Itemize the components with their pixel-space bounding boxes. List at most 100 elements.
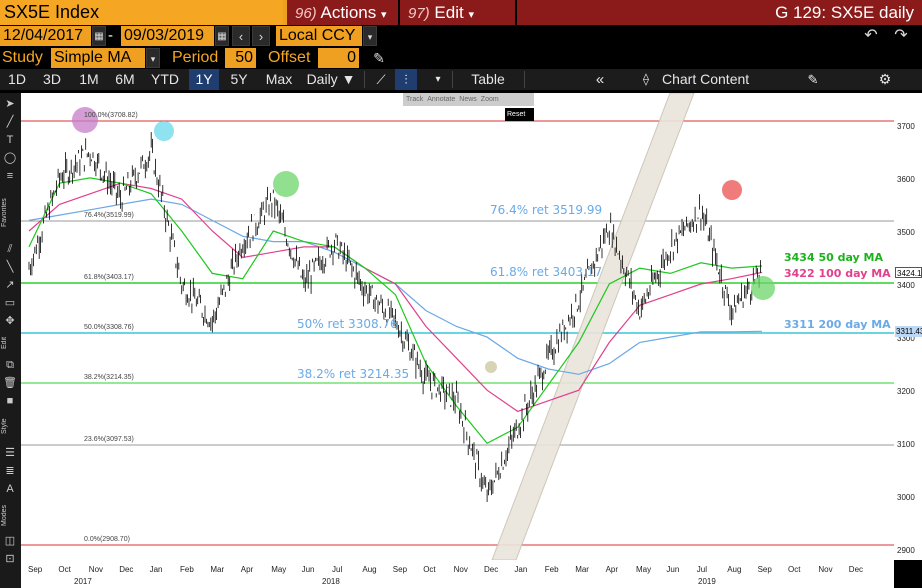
edit-chart-icon[interactable]: ✎ bbox=[807, 72, 819, 87]
text-tool-icon[interactable]: T bbox=[6, 134, 14, 146]
line-chart-icon[interactable]: ⟋ bbox=[376, 72, 386, 87]
zoom-button[interactable]: Zoom bbox=[480, 96, 499, 103]
end-date-field[interactable]: 09/03/2019 bbox=[121, 26, 214, 46]
offset-input[interactable]: 0 bbox=[318, 48, 359, 68]
channel-tool-icon[interactable]: ⫽ bbox=[7, 243, 13, 255]
redo-icon[interactable]: ↷ bbox=[894, 27, 908, 44]
period-tab-1d[interactable]: 1D bbox=[8, 71, 26, 87]
period-tab-6m[interactable]: 6M bbox=[115, 71, 135, 87]
actions-menu-button[interactable]: 96) Actions ▾ bbox=[287, 0, 398, 25]
track-button[interactable]: Track bbox=[406, 96, 424, 103]
chevron-down-icon[interactable]: ▾ bbox=[146, 48, 160, 68]
x-tick: Jul bbox=[696, 565, 708, 574]
ohlc-chart-icon[interactable]: ⫶ bbox=[395, 69, 417, 90]
security-field[interactable]: SX5E Index bbox=[0, 0, 283, 25]
fib-tool-icon[interactable]: ≡ bbox=[6, 170, 14, 182]
undo-icon[interactable]: ↶ bbox=[864, 27, 878, 44]
annotate-button[interactable]: Annotate bbox=[427, 96, 456, 103]
x-tick: Dec bbox=[484, 565, 499, 574]
news-button[interactable]: News bbox=[459, 96, 477, 103]
y-tick: 3100 bbox=[897, 440, 915, 449]
chevron-down-icon: ▾ bbox=[380, 9, 387, 21]
x-tick: Oct bbox=[788, 565, 801, 574]
pencil-icon[interactable]: ✎ bbox=[373, 50, 385, 66]
price-series bbox=[28, 132, 761, 502]
y-tick: 3700 bbox=[897, 122, 915, 131]
calendar-icon[interactable]: ▦ bbox=[92, 26, 106, 46]
line-style-icon[interactable]: ☰ bbox=[5, 447, 15, 459]
x-tick: Jun bbox=[666, 565, 680, 574]
x-tick: Aug bbox=[362, 565, 377, 574]
study-select[interactable]: Simple MA bbox=[51, 48, 145, 68]
y-tick: 3000 bbox=[897, 493, 915, 502]
prev-arrow-icon[interactable]: ‹ bbox=[232, 26, 250, 46]
marker-circle-green[interactable] bbox=[273, 171, 299, 197]
chevron-down-icon[interactable]: ▾ bbox=[363, 26, 377, 46]
divider bbox=[524, 71, 525, 88]
ma100-annotation[interactable]: 3422 100 day MA bbox=[784, 267, 891, 280]
marker-circle-olive[interactable] bbox=[485, 361, 497, 373]
reset-zoom-button[interactable]: Reset bbox=[505, 108, 534, 121]
divider bbox=[364, 71, 365, 88]
ma200-price-tag: 3311.43 bbox=[895, 326, 922, 337]
trend-channel[interactable] bbox=[491, 93, 695, 560]
x-tick: Apr bbox=[605, 565, 619, 574]
marker-circle-red[interactable] bbox=[722, 180, 742, 200]
ret-50-annotation[interactable]: 50% ret 3308.76 bbox=[297, 317, 398, 331]
period-tab-1y[interactable]: 1Y bbox=[189, 69, 219, 90]
font-icon[interactable]: A bbox=[6, 483, 14, 495]
chart-content-button[interactable]: Chart Content bbox=[662, 71, 750, 87]
currency-select[interactable]: Local CCY bbox=[276, 26, 362, 46]
next-arrow-icon[interactable]: › bbox=[252, 26, 270, 46]
ma200-annotation[interactable]: 3311 200 day MA bbox=[784, 318, 891, 331]
chart-content-icon: ⟠ bbox=[643, 72, 649, 86]
period-tab-1m[interactable]: 1M bbox=[79, 71, 99, 87]
series-layer bbox=[28, 132, 763, 502]
x-year: 2017 bbox=[74, 577, 92, 586]
marker-circle-purple[interactable] bbox=[72, 107, 98, 133]
y-tick: 2900 bbox=[897, 546, 915, 555]
start-date-field[interactable]: 12/04/2017 bbox=[0, 26, 91, 46]
gear-icon[interactable]: ⚙ bbox=[878, 71, 892, 87]
period-tab-ytd[interactable]: YTD bbox=[151, 71, 179, 87]
period-input[interactable]: 50 bbox=[225, 48, 256, 68]
trendline-icon[interactable]: ╱ bbox=[6, 116, 14, 128]
line-tool-icon[interactable]: ╲ bbox=[6, 261, 14, 273]
ret-618-annotation[interactable]: 61.8% ret 3403.17 bbox=[490, 265, 603, 279]
chevron-down-icon: ▾ bbox=[468, 9, 474, 21]
marker-circle-cyan[interactable] bbox=[154, 121, 174, 141]
x-tick: Apr bbox=[240, 565, 254, 574]
arrow-tool-icon[interactable]: ↗ bbox=[5, 279, 15, 291]
mode-icon[interactable]: ◫ bbox=[4, 535, 16, 547]
line-width-icon[interactable]: ≣ bbox=[5, 465, 15, 477]
period-tab-max[interactable]: Max bbox=[265, 71, 293, 87]
pointer-icon[interactable]: ➤ bbox=[5, 98, 15, 110]
ma200-series bbox=[28, 198, 763, 375]
copy-icon[interactable]: ⧉ bbox=[6, 359, 14, 371]
ellipse-tool-icon[interactable]: ◯ bbox=[3, 152, 17, 164]
ma50-annotation[interactable]: 3434 50 day MA bbox=[784, 251, 883, 264]
x-tick: May bbox=[271, 565, 287, 574]
move-tool-icon[interactable]: ✥ bbox=[5, 315, 15, 327]
collapse-double-left-icon[interactable]: « bbox=[595, 71, 605, 88]
calendar-icon[interactable]: ▦ bbox=[215, 26, 229, 46]
title-field-edge bbox=[283, 0, 287, 25]
rect-tool-icon[interactable]: ▭ bbox=[4, 297, 16, 309]
period-toolbar bbox=[0, 69, 922, 90]
color-swatch-icon[interactable]: ■ bbox=[6, 395, 14, 407]
ret-382-annotation[interactable]: 38.2% ret 3214.35 bbox=[297, 367, 410, 381]
lock-icon[interactable]: ⊡ bbox=[5, 553, 15, 565]
graph-title: G 129: SX5E daily bbox=[517, 0, 922, 25]
period-tab-5y[interactable]: 5Y bbox=[230, 71, 248, 87]
edit-menu-button[interactable]: 97) Edit ▾ bbox=[400, 0, 515, 25]
trash-icon[interactable]: 🗑 bbox=[3, 377, 17, 389]
table-button[interactable]: Table bbox=[471, 71, 505, 87]
chevron-down-icon[interactable]: ▾ bbox=[435, 74, 441, 85]
x-tick: Oct bbox=[58, 565, 71, 574]
period-tab-3d[interactable]: 3D bbox=[43, 71, 61, 87]
marker-circle-green-2[interactable] bbox=[751, 276, 775, 300]
ret-764-annotation[interactable]: 76.4% ret 3519.99 bbox=[490, 203, 603, 217]
fib-382-label: 38.2%(3214.35) bbox=[84, 374, 134, 381]
frequency-select[interactable]: Daily ▼ bbox=[306, 71, 356, 87]
